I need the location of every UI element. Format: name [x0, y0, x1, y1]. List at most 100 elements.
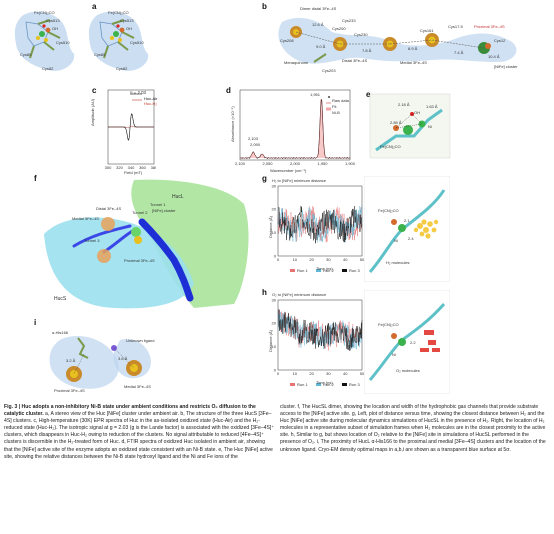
- legend-entry: Run 3: [349, 382, 360, 387]
- x-axis-label: Time (ns): [316, 266, 333, 271]
- ni-label: Ni: [394, 238, 398, 243]
- chart-title: O₂ to [NiFe] minimum distance: [272, 292, 327, 297]
- panel-i: i α-His166 3.2 Å 3.8 Å Unknown ligand Pr…: [34, 318, 174, 400]
- panel-b-structure-figure: [278, 17, 517, 64]
- panel-h-structure: Fe(CN)₂CO 2.2 Ni O₂ molecules: [364, 290, 450, 394]
- legend-entry: Run 1: [297, 268, 308, 273]
- cys-label-left: Cys510: [56, 40, 70, 45]
- b-distance: 9.0 Å: [316, 44, 326, 49]
- cys-label-right: Cys82: [116, 66, 128, 71]
- b-label-distal: Distal 3Fe–4S: [342, 58, 368, 63]
- b-label-nife: [NiFe] cluster: [494, 64, 518, 69]
- series-run-2: [277, 206, 363, 243]
- fe-label-left: Fe(CN)₂CO: [34, 10, 55, 15]
- b-distance: 7.8 Å: [362, 48, 372, 53]
- b-label: Cys12: [494, 38, 506, 43]
- y-tick-label: 10: [272, 344, 277, 349]
- chain-label: HucL: [172, 194, 184, 200]
- caption-left: Fig. 3 | Huc adopts a non-inhibitory Ni-…: [4, 404, 274, 461]
- y-axis-label: Amplitude (AU): [90, 98, 95, 126]
- x-tick-label: 2,050: [262, 161, 273, 166]
- x-tick-label: 10: [293, 371, 298, 376]
- plot-frame: [277, 299, 363, 371]
- y-axis-label: Distance (Å): [268, 215, 273, 238]
- distance-label: 2.18 Å: [398, 102, 410, 107]
- legend-entry: Ni-B: [332, 110, 340, 115]
- x-tick-label: 40: [343, 257, 348, 262]
- cys-label-left: Cys80: [20, 52, 32, 57]
- cys-label-right: Cys510: [130, 40, 144, 45]
- series-run-3: [277, 309, 363, 351]
- caption-right-text: cluster. f, The HucSL dimer, showing the…: [280, 404, 546, 453]
- peak-label-main: 1,951: [310, 92, 321, 97]
- fe-label-right: Fe(CN)₂CO: [108, 10, 129, 15]
- residue-label: α-His166: [52, 330, 69, 335]
- x-tick-label: 20: [309, 257, 314, 262]
- x-tick-label: 1,900: [345, 161, 356, 166]
- b-label: Cys230: [354, 32, 368, 37]
- x-tick-label: 300: [105, 165, 112, 170]
- panel-h: h O₂ to [NiFe] minimum distance 0 10 20 30 4…: [262, 288, 368, 398]
- distance-label: 2.1: [404, 218, 410, 223]
- x-tick-label: 2,000: [290, 161, 301, 166]
- panel-d: d 2,100 2,050 2,000 1,950 1,900 1,951 2,103 …: [226, 86, 356, 173]
- b-label-dimer-distal: Dimer distal 3Fe–4S: [300, 6, 337, 11]
- x-tick-label: 10: [293, 257, 298, 262]
- panel-label: d: [226, 86, 231, 95]
- chart-title: H₂ to [NiFe] minimum distance: [272, 178, 327, 183]
- legend-entry: Run 1: [297, 382, 308, 387]
- panel-label: h: [262, 288, 267, 297]
- x-tick-label: 1,950: [317, 161, 328, 166]
- distance-label: 2.89 Å: [390, 120, 402, 125]
- y-axis-label: Absorbance (×10⁻⁵): [230, 106, 235, 142]
- legend-swatch: [342, 269, 347, 272]
- y-axis-label: Distance (Å): [268, 329, 273, 352]
- oh-label: OH: [414, 110, 420, 115]
- x-tick-label: 360: [139, 165, 146, 170]
- h2-distance-chart: 0 10 20 30 40 50 0 10 20 30 Run 1 Run 2 Run 3: [272, 183, 365, 273]
- legend-swatch: [342, 383, 347, 386]
- peak-label: 2,103: [248, 136, 259, 141]
- x-tick-label: 320: [116, 165, 123, 170]
- distance-label: 2.4: [408, 236, 414, 241]
- ftir-chart: 2,100 2,050 2,000 1,950 1,900: [235, 89, 356, 166]
- y-tick-label: 0: [274, 367, 277, 372]
- o2-cloud: [420, 330, 440, 352]
- distance-label: 3.2 Å: [66, 358, 76, 363]
- cluster-label: Proximal 3Fe–4S: [124, 258, 155, 263]
- legend-entry: Fit: [332, 104, 337, 109]
- peak-label: 2,090: [250, 142, 261, 147]
- chain-label: HucS: [54, 296, 67, 302]
- distance-label: 1.63 Å: [426, 104, 438, 109]
- ni-label: Ni: [392, 352, 396, 357]
- panel-label: a: [92, 2, 97, 11]
- b-label: Cys203: [322, 68, 336, 73]
- panel-label: i: [34, 318, 37, 327]
- x-tick-label: 30: [326, 371, 331, 376]
- his166-figure: [49, 335, 151, 389]
- panel-e: e 2.18 Å 1.63 Å 2.89 Å OH Ni Fe(CN)₂CO: [366, 90, 452, 160]
- distance-label: 3.8 Å: [118, 356, 128, 361]
- x-axis-label: Time (ns): [316, 380, 333, 385]
- cluster-label: Medial 3Fe–4S: [124, 384, 151, 389]
- o2-locations-figure: [364, 290, 450, 394]
- oh-label-right: OH: [126, 26, 132, 31]
- x-axis-label: Field (mT): [124, 170, 143, 175]
- panel-g-structure: Fe(CN)₂CO 2.1 2.4 Ni H₂ molecules: [364, 176, 450, 282]
- x-tick-label: 50: [360, 257, 365, 262]
- panel-label: e: [366, 90, 371, 99]
- tunnel-label: Tunnel 1: [150, 202, 166, 207]
- panel-label: b: [262, 2, 267, 11]
- b-label-menaquinone: Menaquinone: [284, 60, 309, 65]
- x-tick-label: 0: [277, 371, 280, 376]
- distance-label: 2.2: [410, 340, 416, 345]
- protein-tunnel-figure: [42, 178, 254, 310]
- x-tick-label: 2,100: [235, 161, 246, 166]
- panel-f: f HucL HucS Tunnel 1 Tunnel 2 Tunnel 3 D…: [34, 174, 254, 314]
- b-label: Cys17.5: [448, 24, 463, 29]
- legend-swatch: [316, 383, 321, 386]
- legend-entry: Raw data: [332, 98, 349, 103]
- oh-label-left: OH: [52, 26, 58, 31]
- b-label: Cys208: [280, 38, 294, 43]
- b-distance: 8.9 Å: [408, 46, 418, 51]
